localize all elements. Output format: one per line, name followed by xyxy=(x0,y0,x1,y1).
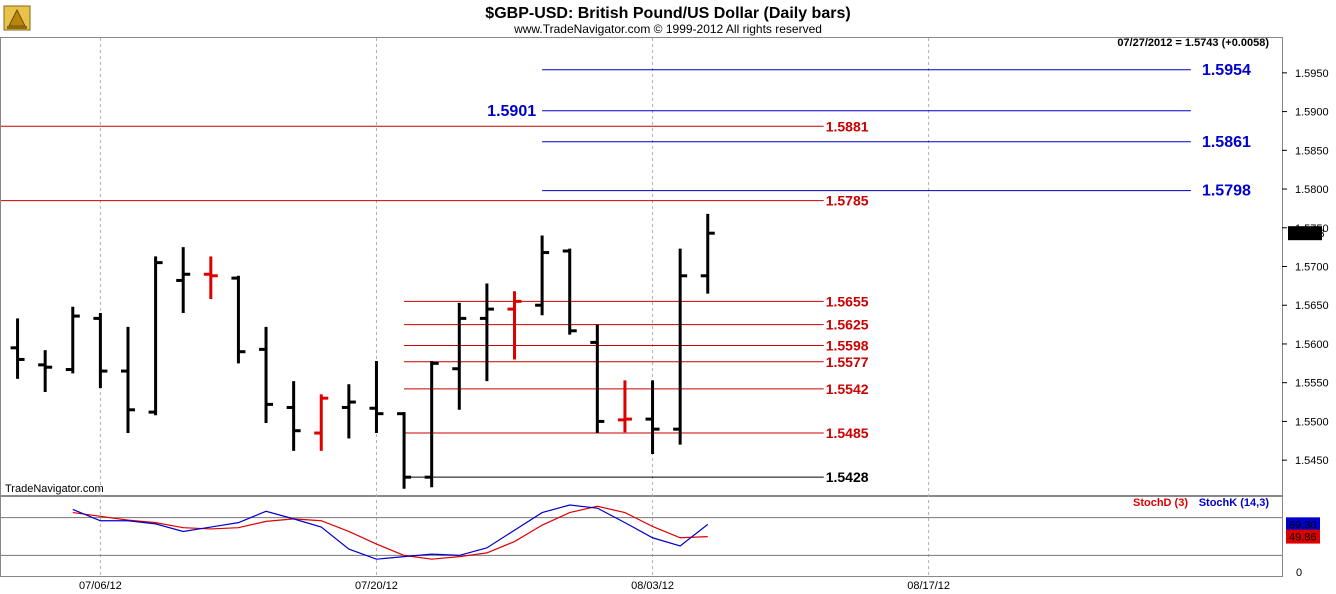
level-label: 1.5901 xyxy=(487,103,536,120)
price-tick-label: 1.5850 xyxy=(1295,145,1329,157)
ohlc-bar xyxy=(507,291,522,360)
ohlc-bar xyxy=(617,380,632,433)
level-label: 1.5428 xyxy=(826,469,869,485)
price-bars xyxy=(10,213,715,489)
price-tick-label: 1.5800 xyxy=(1295,184,1329,196)
ohlc-bar xyxy=(562,248,577,335)
price-panel-frame xyxy=(0,37,1283,496)
watermark-label: TradeNavigator.com xyxy=(5,483,104,495)
stochk-line xyxy=(72,504,709,560)
stochastic-panel-frame xyxy=(0,496,1283,577)
ohlc-bar xyxy=(314,394,329,451)
stochk-value-label: 69.30 xyxy=(1289,519,1317,531)
stochk-legend: StochK (14,3) xyxy=(1199,497,1270,509)
ohlc-bar xyxy=(120,326,135,434)
price-tick-label: 1.5700 xyxy=(1295,262,1329,274)
date-tick-label: 08/03/12 xyxy=(631,580,674,592)
level-label: 1.5861 xyxy=(1202,134,1251,151)
ohlc-bar xyxy=(590,324,605,434)
ohlc-bar xyxy=(286,381,301,451)
ohlc-bar xyxy=(203,256,218,300)
level-label: 1.5485 xyxy=(826,425,869,441)
ohlc-bar xyxy=(645,380,660,454)
ohlc-bar xyxy=(93,312,108,389)
stochd-value-marker xyxy=(1286,529,1320,544)
level-lines: 1.5954 1.5901 1.5881 1.5861 1.5798 1.5785 1.56… xyxy=(1,62,1251,485)
ohlc-bar xyxy=(259,326,274,423)
price-tick-label: 1.5550 xyxy=(1295,378,1329,390)
level-label: 1.5954 xyxy=(1202,62,1251,79)
level-label: 1.5542 xyxy=(826,381,869,397)
ohlc-bar xyxy=(341,384,356,439)
ohlc-bar xyxy=(10,318,25,379)
ohlc-bar xyxy=(369,360,384,434)
date-tick-label: 07/20/12 xyxy=(355,580,398,592)
ohlc-bar xyxy=(424,360,439,488)
gold-logo-icon xyxy=(3,5,31,31)
price-tick-label: 1.5900 xyxy=(1295,107,1329,119)
stochastic-zero-label: 0 xyxy=(1296,567,1302,579)
ohlc-bar xyxy=(700,213,715,294)
ohlc-bar xyxy=(38,350,53,392)
ohlc-bar xyxy=(231,275,246,364)
level-label: 1.5785 xyxy=(826,193,869,209)
stochd-line xyxy=(72,505,708,560)
ohlc-bar xyxy=(148,256,163,416)
date-tick-label: 07/06/12 xyxy=(79,580,122,592)
level-label: 1.5625 xyxy=(826,317,869,333)
date-tick-label: 08/17/12 xyxy=(907,580,950,592)
price-tick-label: 1.5450 xyxy=(1295,455,1329,467)
stochd-value-label: 49.86 xyxy=(1289,532,1317,544)
price-tick-label: 1.5500 xyxy=(1295,416,1329,428)
stochk-value-marker xyxy=(1286,517,1320,532)
last-price-marker xyxy=(1288,226,1322,241)
ohlc-bar xyxy=(176,247,191,313)
level-label: 1.5598 xyxy=(826,338,869,354)
price-tick-label: 1.5950 xyxy=(1295,68,1329,80)
last-price-label: 1.5743 xyxy=(1291,228,1325,240)
ohlc-bar xyxy=(673,248,688,445)
date-axis: 07/06/12 07/20/12 08/03/12 08/17/12 xyxy=(79,580,950,592)
copyright-subtitle: www.TradeNavigator.com © 1999-2012 All r… xyxy=(513,22,822,36)
price-tick-label: 1.5650 xyxy=(1295,300,1329,312)
ohlc-bar xyxy=(479,283,494,382)
level-label: 1.5655 xyxy=(826,293,869,309)
level-label: 1.5881 xyxy=(826,118,869,134)
level-label: 1.5798 xyxy=(1202,183,1251,200)
stochd-legend: StochD (3) xyxy=(1133,497,1188,509)
price-axis: 1.59501.59001.58501.58001.57501.57001.56… xyxy=(1282,68,1329,467)
ohlc-bar xyxy=(397,412,412,489)
last-quote-label: 07/27/2012 = 1.5743 (+0.0058) xyxy=(1117,37,1269,49)
price-tick-label: 1.5600 xyxy=(1295,339,1329,351)
ohlc-bar xyxy=(452,302,467,410)
ohlc-bar xyxy=(535,235,550,316)
chart-title: $GBP-USD: British Pound/US Dollar (Daily… xyxy=(485,5,850,22)
level-label: 1.5577 xyxy=(826,354,869,370)
ohlc-bar xyxy=(65,306,80,374)
